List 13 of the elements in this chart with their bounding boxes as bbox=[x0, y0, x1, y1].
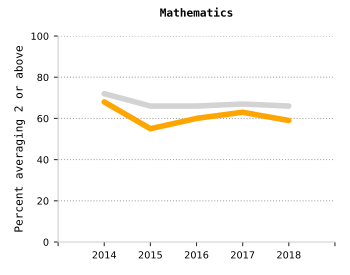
y-tick-label: 100 bbox=[32, 32, 48, 40]
y-tick-label: 40 bbox=[37, 156, 48, 164]
y-tick-label: 20 bbox=[37, 197, 48, 205]
x-tick-label: 2018 bbox=[277, 251, 301, 259]
x-tick-label: 2017 bbox=[231, 251, 254, 259]
y-tick-label: 80 bbox=[37, 74, 48, 82]
x-tick-label: 2015 bbox=[138, 251, 162, 259]
y-tick-label: 60 bbox=[37, 114, 48, 122]
x-tick-label: 2016 bbox=[184, 251, 208, 259]
y-tick-label: 0 bbox=[44, 238, 48, 246]
x-tick-label: 2014 bbox=[92, 251, 116, 259]
y-axis-title: Percent averaging 2 or above bbox=[14, 46, 25, 232]
chart-title: Mathematics bbox=[160, 8, 232, 17]
